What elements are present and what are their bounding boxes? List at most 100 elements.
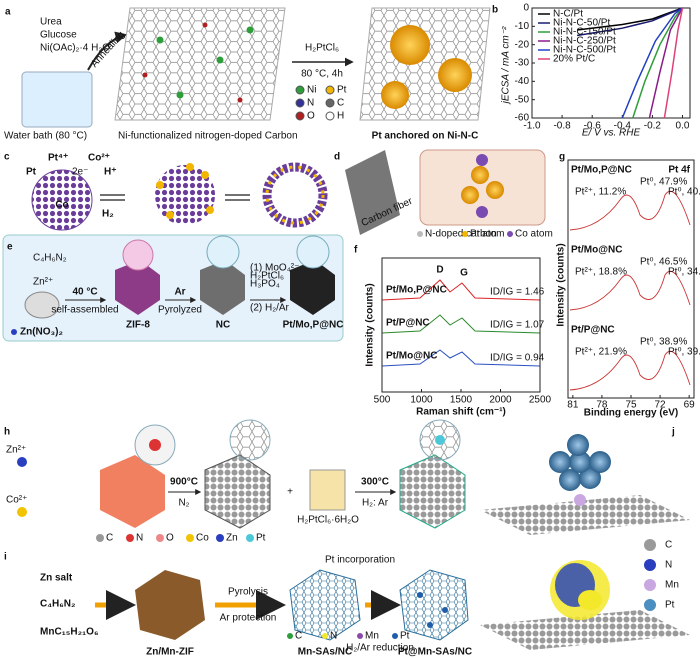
legend-swatch: [417, 231, 423, 237]
series-line: [648, 7, 684, 119]
legend-swatch: [216, 534, 224, 542]
legend-label: Pt: [665, 600, 675, 611]
legend-swatch: [287, 633, 293, 639]
condition: N₂: [178, 498, 189, 509]
x-tick-label: -0.4: [614, 121, 632, 132]
sample-label: Pt/Mo,P@NC: [571, 165, 632, 176]
legend-label: N: [136, 533, 143, 544]
y-tick-label: -60: [515, 113, 530, 124]
panel-label: g: [559, 152, 565, 163]
reagent: Glucose: [40, 30, 77, 41]
step: (2) H₂/Ar: [250, 303, 290, 314]
species: Pt: [26, 167, 37, 178]
peak-label: Pt⁰, 34.7%: [668, 267, 700, 278]
reagent: H₂PtCl₆: [305, 43, 339, 54]
legend-swatch: [246, 534, 254, 542]
x-tick-label: 69: [684, 400, 696, 411]
caption: Mn-SAs/NC: [298, 647, 352, 658]
sample-label: Pt/P@NC: [386, 318, 430, 329]
arrow: [225, 194, 250, 201]
x-tick-label: -1.0: [523, 121, 541, 132]
pt-mn-sas-nc: [399, 569, 469, 641]
pt-particle: [390, 25, 430, 65]
legend-label: Ni-N-C-50/Pt: [553, 18, 610, 29]
step: Pyrolyzed: [158, 305, 202, 316]
peak-label: Pt⁰, 39.2%: [668, 347, 700, 358]
reagent: H₃PO₄: [250, 279, 280, 290]
zn-ion: [17, 457, 27, 467]
peak-label: Pt⁰, 38.9%: [640, 337, 687, 348]
atoms: [461, 154, 504, 218]
peak-label: D: [436, 265, 443, 276]
legend-label: Co atom: [515, 229, 553, 240]
pt-particle: [381, 81, 409, 109]
ratio-label: ID/IG = 0.94: [490, 353, 545, 364]
panel-label: i: [4, 552, 7, 563]
y-tick-label: -30: [515, 58, 530, 69]
step: H₂/Ar reduction: [346, 643, 414, 654]
species: H₂: [102, 209, 114, 220]
zn-mn-zif: [135, 570, 205, 640]
zoom-box: [419, 149, 546, 226]
graphene-slab: [480, 610, 690, 650]
legend-label: Zn(NO₃)₂: [20, 327, 63, 338]
ratio-label: ID/IG = 1.07: [490, 320, 545, 331]
pt-cluster: [549, 434, 611, 506]
legend-swatch: [295, 85, 305, 95]
legend-label: N-doped carbon: [425, 229, 497, 240]
condition: Ar: [174, 287, 185, 298]
carbon-fiber: [345, 150, 400, 235]
legend-label: O: [307, 111, 315, 122]
reagent: Ni(OAc)₂·4 H₂O: [40, 43, 110, 54]
x-tick-label: 72: [655, 400, 667, 411]
flask: [24, 291, 60, 319]
zoom-circle: [206, 235, 240, 269]
pt-sites: [417, 592, 448, 628]
reagent: C₄H₆N₂: [33, 253, 67, 264]
legend-label: Pt: [400, 631, 410, 642]
legend-swatch: [644, 579, 656, 591]
legend-label: Ni-N-C-500/Pt: [553, 45, 616, 56]
y-axis-label: jECSA / mA cm⁻²: [501, 26, 512, 105]
legend-swatch: [644, 599, 656, 611]
series-line: [663, 7, 684, 119]
y-tick-label: -50: [515, 94, 530, 105]
series-line: [632, 7, 684, 119]
legend-swatch: [507, 231, 513, 237]
ion: Co²⁺: [6, 495, 27, 506]
condition: 40 °C: [72, 287, 97, 298]
electrons: 2e⁻: [72, 167, 88, 178]
legend-swatch: [156, 534, 164, 542]
x-tick-label: 0.0: [676, 121, 690, 132]
plot-title: Pt 4f: [668, 165, 690, 176]
condition: 300°C: [361, 477, 389, 488]
legend-swatch: [325, 98, 335, 108]
legend-swatch: [186, 534, 194, 542]
legend-swatch: [126, 534, 134, 542]
co-nc: [204, 454, 271, 529]
mn-sas-nc: [289, 569, 361, 641]
legend-label: Ni: [307, 85, 316, 96]
legend-swatch: [357, 633, 363, 639]
peak-label: Pt²⁺, 11.2%: [575, 187, 626, 198]
core-label: Co: [55, 200, 68, 211]
caption: Zn/Mn-ZIF: [146, 647, 194, 658]
beaker: [309, 469, 346, 511]
peak-label: Pt²⁺, 21.9%: [575, 347, 627, 358]
legend-swatch: [644, 539, 656, 551]
legend-swatch: [295, 111, 305, 121]
legend-label: Pt: [256, 533, 266, 544]
zif: [100, 455, 165, 528]
x-tick-label: 500: [374, 395, 391, 406]
plus: +: [287, 487, 293, 498]
peak-label: Pt⁰, 46.5%: [640, 257, 687, 268]
reagent: H₂PtCl₆·6H₂O: [297, 515, 359, 526]
panel-label: e: [7, 242, 13, 253]
caption: Ni-functionalized nitrogen-doped Carbon: [118, 131, 298, 142]
carbon-sheet: [359, 7, 491, 121]
caption: NC: [216, 320, 230, 331]
step: Ar protection: [220, 613, 277, 624]
panel-label: a: [5, 7, 11, 18]
cluster: [155, 165, 215, 225]
series-line: [576, 7, 683, 37]
